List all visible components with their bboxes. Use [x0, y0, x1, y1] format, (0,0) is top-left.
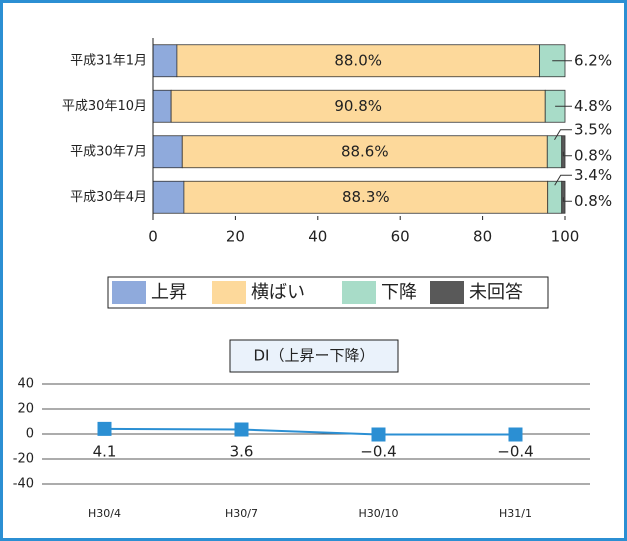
legend-box: [107, 276, 549, 309]
bar-segment: [152, 135, 183, 169]
x-tick-label: 80: [473, 228, 492, 246]
marker: [371, 427, 386, 442]
value-label: −0.4: [360, 443, 396, 461]
value-label: 4.8%: [574, 97, 612, 115]
y-tick-label: -40: [13, 477, 34, 492]
bar-segment: [152, 44, 178, 78]
value-label: 6.2%: [574, 51, 612, 69]
value-label: 90.8%: [334, 97, 382, 115]
value-label: 88.3%: [342, 188, 390, 206]
y-tick-label: 平成30年4月: [70, 190, 147, 205]
y-tick-label: 40: [17, 377, 34, 392]
line: [104, 427, 516, 436]
legend-label: 横ばい: [251, 282, 305, 303]
legend-label: 上昇: [151, 282, 187, 303]
value-label: 88.6%: [341, 142, 389, 160]
x-tick-label: H30/4: [88, 507, 121, 520]
legend-swatch: [430, 281, 464, 304]
x-tick-label: 100: [551, 228, 580, 246]
leader-line: [554, 129, 572, 141]
value-label: 0.8%: [574, 192, 612, 210]
x-tick-label: 20: [226, 228, 245, 246]
marker: [508, 427, 523, 442]
bar-segment: [546, 135, 563, 169]
value-label: −0.4: [497, 443, 533, 461]
y-tick-label: 平成30年7月: [70, 144, 147, 159]
chart-title: DI（上昇ー下降）: [254, 347, 375, 365]
legend-swatch: [212, 281, 246, 304]
x-tick-label: H31/1: [499, 507, 532, 520]
value-label: 4.1: [93, 443, 117, 461]
legend-swatch: [112, 281, 146, 304]
x-tick-label: H30/7: [225, 507, 258, 520]
legend-swatch: [342, 281, 376, 304]
value-label: 3.6: [230, 443, 254, 461]
bar-segment: [547, 180, 563, 214]
bar-segment: [176, 44, 540, 78]
value-label: 3.4%: [574, 166, 612, 184]
bar-segment: [152, 180, 185, 214]
bar-segment: [152, 89, 172, 123]
leader-line: [562, 151, 572, 157]
x-tick-label: 40: [308, 228, 327, 246]
y-tick-label: 平成31年1月: [70, 53, 147, 68]
y-tick-label: -20: [13, 452, 34, 467]
legend-label: 未回答: [469, 282, 523, 303]
bar-segment: [183, 180, 549, 214]
title-box: [229, 339, 399, 373]
value-label: 3.5%: [574, 120, 612, 138]
marker: [97, 421, 112, 436]
x-tick-label: 0: [148, 228, 158, 246]
y-tick-label: 平成30年10月: [62, 99, 147, 114]
y-tick-label: 20: [17, 402, 34, 417]
bar-segment: [170, 89, 546, 123]
bar-segment: [181, 135, 548, 169]
x-tick-label: H30/10: [359, 507, 399, 520]
x-tick-label: 60: [391, 228, 410, 246]
y-tick-label: 0: [26, 427, 34, 442]
leader-line: [562, 197, 572, 202]
legend-label: 下降: [381, 282, 417, 303]
leader-line: [554, 174, 572, 186]
value-label: 0.8%: [574, 146, 612, 164]
value-label: 88.0%: [334, 51, 382, 69]
marker: [234, 422, 249, 437]
